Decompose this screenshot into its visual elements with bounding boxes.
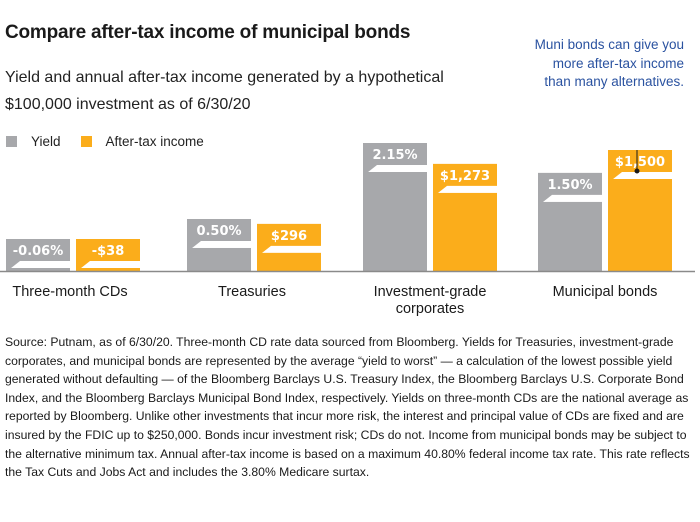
- data-label-flag: [363, 143, 427, 176]
- data-label-flag: [538, 172, 602, 206]
- bar-yield: [6, 268, 70, 271]
- bar-chart: -0.06% -$38 Three-month CDs 0.50% $296 Treasu…: [0, 143, 695, 317]
- bar-yield: [538, 201, 602, 271]
- data-label-flag: [433, 163, 497, 197]
- legend-swatch-income: [80, 136, 92, 147]
- data-label-flag: [76, 239, 140, 272]
- data-label: 2.15%: [372, 148, 417, 163]
- legend: Yield After-tax income: [6, 134, 224, 149]
- data-label-flag: [6, 239, 70, 272]
- x-tick-label: Three-month CDs: [12, 284, 127, 300]
- data-label: 0.50%: [196, 224, 241, 239]
- bar-income: [76, 268, 140, 271]
- data-label: -0.06%: [13, 244, 64, 259]
- chart-subtitle: Yield and annual after-tax income genera…: [5, 69, 444, 113]
- data-label: $1,273: [440, 169, 490, 184]
- bar-yield: [187, 247, 251, 271]
- bar-income: [433, 192, 497, 271]
- data-label: -$38: [92, 244, 125, 259]
- legend-item-income: After-tax income: [80, 134, 204, 149]
- bar-income: [608, 179, 672, 271]
- legend-swatch-yield: [6, 136, 17, 147]
- callout-pointer-dot: [634, 168, 640, 174]
- bar-income: [257, 252, 321, 271]
- data-label: 1.50%: [547, 178, 592, 193]
- x-tick-label: Municipal bonds: [553, 284, 658, 300]
- bar-yield: [363, 172, 427, 271]
- legend-item-yield: Yield: [6, 134, 61, 149]
- data-label: $296: [271, 229, 307, 244]
- data-label-flag: [257, 223, 321, 257]
- data-label-flag: [608, 150, 672, 183]
- x-tick-label: Treasuries: [218, 284, 286, 300]
- chart-title: Compare after-tax income of municipal bo…: [5, 22, 411, 43]
- x-tick-label: corporates: [396, 301, 465, 317]
- callout-annotation: Muni bonds can give you more after-tax i…: [534, 37, 684, 89]
- source-footnote: Source: Putnam, as of 6/30/20. Three-mon…: [5, 335, 690, 480]
- legend-label-yield: Yield: [31, 134, 61, 149]
- data-label: $1,500: [615, 155, 665, 170]
- legend-label-income: After-tax income: [105, 134, 204, 149]
- data-label-flag: [187, 218, 251, 252]
- x-tick-label: Investment-grade: [374, 284, 487, 300]
